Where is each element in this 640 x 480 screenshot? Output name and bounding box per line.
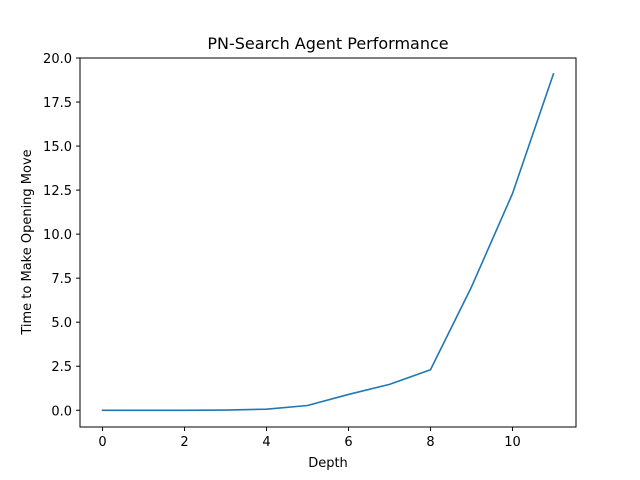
y-axis-ticks: 0.0 2.5 5.0 7.5 10.0 12.5 15.0 17.5 20.0 <box>43 52 80 419</box>
y-tick-label: 12.5 <box>43 184 72 199</box>
x-tick-label: 10 <box>504 435 521 450</box>
series-line <box>101 72 555 412</box>
chart-title: PN-Search Agent Performance <box>207 34 448 53</box>
x-tick-label: 4 <box>262 435 270 450</box>
data-point <box>307 405 309 407</box>
data-point <box>430 369 432 371</box>
y-axis-label: Time to Make Opening Move <box>20 149 35 335</box>
x-axis-label: Depth <box>308 456 348 471</box>
series-layer <box>101 72 555 412</box>
data-point <box>389 384 391 386</box>
x-tick-label: 2 <box>180 435 188 450</box>
data-point <box>512 193 514 195</box>
data-point <box>184 409 186 411</box>
x-tick-label: 8 <box>426 435 434 450</box>
x-tick-label: 6 <box>344 435 352 450</box>
y-tick-label: 0.0 <box>51 404 72 419</box>
plot-area <box>80 58 576 427</box>
data-point <box>102 409 104 411</box>
y-tick-label: 2.5 <box>51 360 72 375</box>
x-axis-ticks: 0 2 4 6 8 10 <box>98 427 521 450</box>
data-point <box>553 73 555 75</box>
data-point <box>225 409 227 411</box>
y-tick-label: 7.5 <box>51 272 72 287</box>
y-tick-label: 5.0 <box>51 316 72 331</box>
data-point <box>348 394 350 396</box>
data-point <box>471 286 473 288</box>
y-tick-label: 20.0 <box>43 52 72 67</box>
y-tick-label: 10.0 <box>43 228 72 243</box>
data-point <box>266 408 268 410</box>
y-tick-label: 17.5 <box>43 96 72 111</box>
x-tick-label: 0 <box>98 435 106 450</box>
plot-frame <box>79 57 577 428</box>
y-tick-label: 15.0 <box>43 140 72 155</box>
data-point <box>143 409 145 411</box>
